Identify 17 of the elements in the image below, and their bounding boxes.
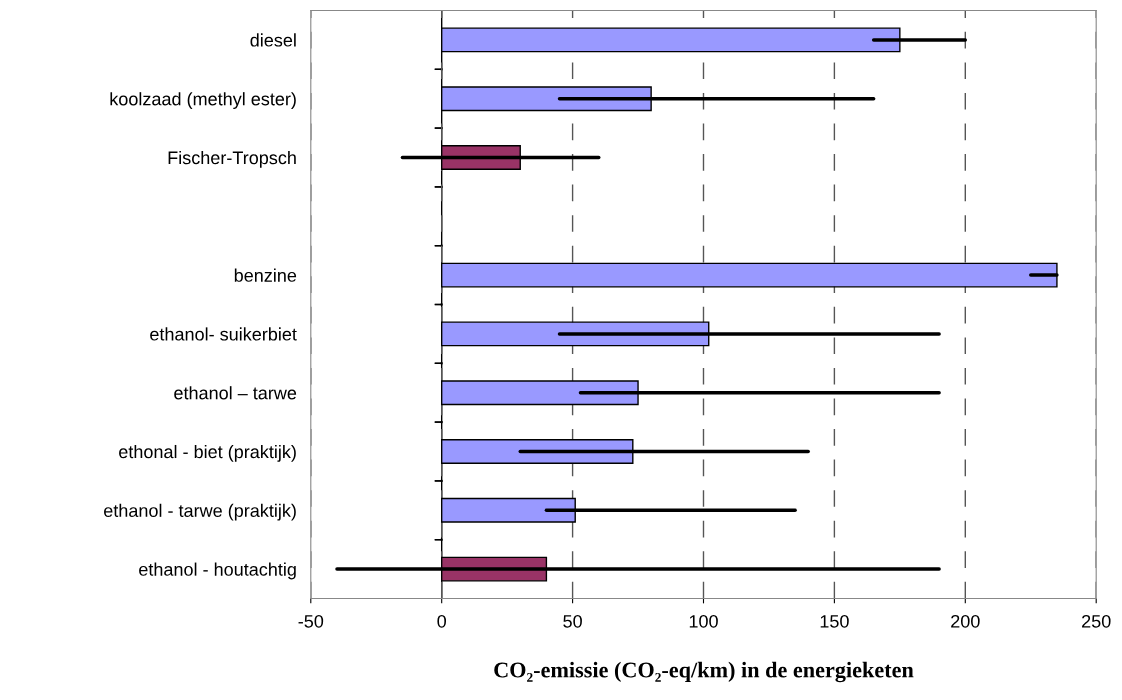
y-tick-label: ethanol- suikerbiet: [150, 327, 297, 341]
y-tick-label: ethanol – tarwe: [174, 386, 297, 400]
y-tick-label: koolzaad (methyl ester): [110, 92, 296, 109]
y-tick-label: ethanol - houtachtig: [139, 562, 296, 580]
x-tick-label: 100: [689, 614, 718, 628]
y-tick-label: Fischer-Tropsch: [168, 150, 296, 168]
x-tick-label: 0: [437, 614, 447, 628]
y-tick-label: benzine: [234, 268, 297, 282]
x-tick-label: 150: [820, 614, 849, 628]
x-tick-label: 200: [951, 614, 980, 628]
x-axis-title: CO₂-emissie (CO₂-eq/km) in de energieketen: [494, 661, 914, 683]
y-tick-label: ethonal - biet (praktijk): [119, 444, 296, 462]
x-tick-label: 50: [563, 614, 582, 628]
x-tick-label: 250: [1082, 614, 1111, 628]
y-tick-label: ethanol - tarwe (praktijk): [104, 503, 296, 521]
x-tick-label: -50: [298, 614, 324, 628]
y-tick-label: diesel: [250, 33, 296, 47]
